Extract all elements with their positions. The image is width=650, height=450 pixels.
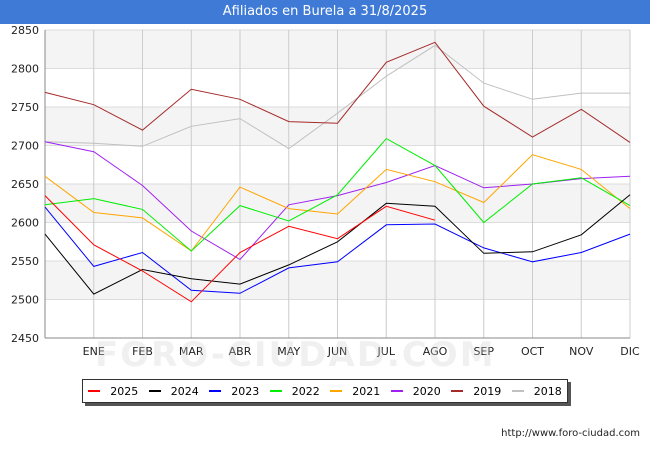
x-tick-label: NOV [569,345,594,358]
legend-swatch [269,390,282,392]
legend: 2025 2024 2023 2022 2021 2020 2019 2018 [82,379,568,403]
y-tick-label: 2650 [11,178,39,191]
x-tick-label: JUN [327,345,348,358]
y-tick-label: 2600 [11,217,39,230]
legend-item: 2019 [451,385,501,398]
series-line-2024 [44,194,631,295]
legend-swatch [88,390,101,392]
y-tick-label: 2750 [11,101,39,114]
legend-item: 2023 [209,385,259,398]
legend-swatch [209,390,222,392]
chart-title: Afiliados en Burela a 31/8/2025 [0,0,650,24]
series-line-2022 [44,137,631,252]
x-tick-label: DIC [620,345,640,358]
legend-item: 2020 [390,384,441,398]
legend-item: 2025 [88,385,138,398]
x-tick-label: AGO [423,345,448,358]
legend-label: 2023 [231,384,260,398]
legend-item: 2022 [269,384,320,398]
legend-swatch [330,390,343,392]
series-line-2021 [44,154,631,252]
legend-swatch [511,390,524,392]
x-tick-label: OCT [521,345,544,358]
legend-swatch [390,390,403,392]
legend-item: 2021 [330,385,380,398]
legend-item: 2024 [148,384,199,398]
legend-label: 2019 [473,384,502,398]
y-tick-label: 2500 [11,294,39,307]
legend-label: 2022 [291,384,320,398]
watermark: FORO-CIUDAD.COM [95,335,496,375]
x-tick-label: ENE [83,345,105,358]
x-tick-label: ABR [229,345,252,358]
y-tick-label: 2850 [11,24,39,37]
legend-label: 2025 [110,384,139,398]
legend-label: 2018 [533,384,562,398]
series-line-2018 [44,44,630,150]
y-tick-label: 2450 [11,332,39,345]
legend-label: 2021 [352,384,381,398]
series-line-2019 [44,41,631,143]
legend-label: 2020 [412,384,441,398]
x-tick-label: MAY [277,345,300,358]
x-tick-label: SEP [473,345,494,358]
y-tick-label: 2550 [11,255,39,268]
legend-swatch [451,390,464,392]
series-line-2025 [44,195,436,303]
x-tick-label: MAR [179,345,204,358]
series-line-2023 [44,206,631,294]
y-tick-label: 2800 [11,63,39,76]
x-tick-label: FEB [132,345,153,358]
legend-item: 2018 [511,384,562,398]
source-url: http://www.foro-ciudad.com [501,428,640,439]
x-tick-label: JUL [377,345,396,358]
legend-label: 2024 [170,384,199,398]
legend-swatch [148,390,161,392]
y-tick-label: 2700 [11,140,39,153]
